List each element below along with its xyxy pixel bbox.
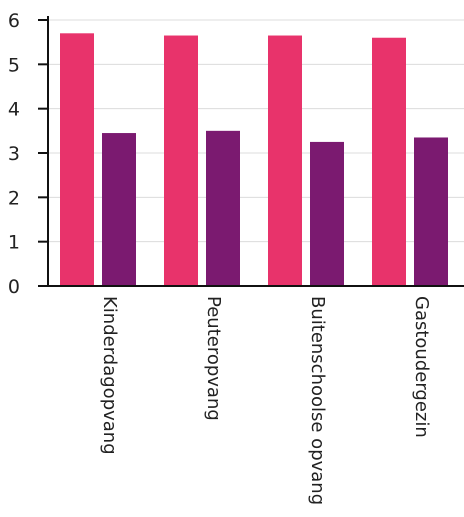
bar-kinderdagopvang-series-2 (102, 133, 136, 286)
bar-kinderdagopvang-series-1 (60, 33, 94, 286)
bars (60, 33, 448, 287)
y-tick-label: 2 (8, 187, 20, 209)
axes (38, 16, 464, 287)
bar-buitenschoolse-opvang-series-2 (310, 141, 344, 286)
y-tick-label: 0 (8, 276, 20, 298)
category-label: Peuteropvang (203, 296, 224, 421)
bar-buitenschoolse-opvang-series-1 (268, 35, 302, 287)
bar-peuteropvang-series-2 (206, 130, 240, 286)
y-tick-label: 6 (8, 10, 20, 32)
category-label: Kinderdagopvang (99, 296, 120, 455)
category-label: Buitenschoolse opvang (307, 296, 328, 505)
bar-gastoudergezin-series-1 (372, 37, 406, 286)
y-tick-label: 3 (8, 143, 20, 165)
y-tick-labels: 0 1 2 3 4 5 6 (8, 10, 20, 298)
bar-peuteropvang-series-1 (164, 35, 198, 287)
bar-gastoudergezin-series-2 (414, 137, 448, 286)
category-labels: Kinderdagopvang Peuteropvang Buitenschools… (99, 296, 432, 505)
y-tick-label: 1 (8, 232, 20, 254)
category-label: Gastoudergezin (411, 296, 432, 438)
y-tick-label: 4 (8, 99, 20, 121)
y-tick-label: 5 (8, 54, 20, 76)
